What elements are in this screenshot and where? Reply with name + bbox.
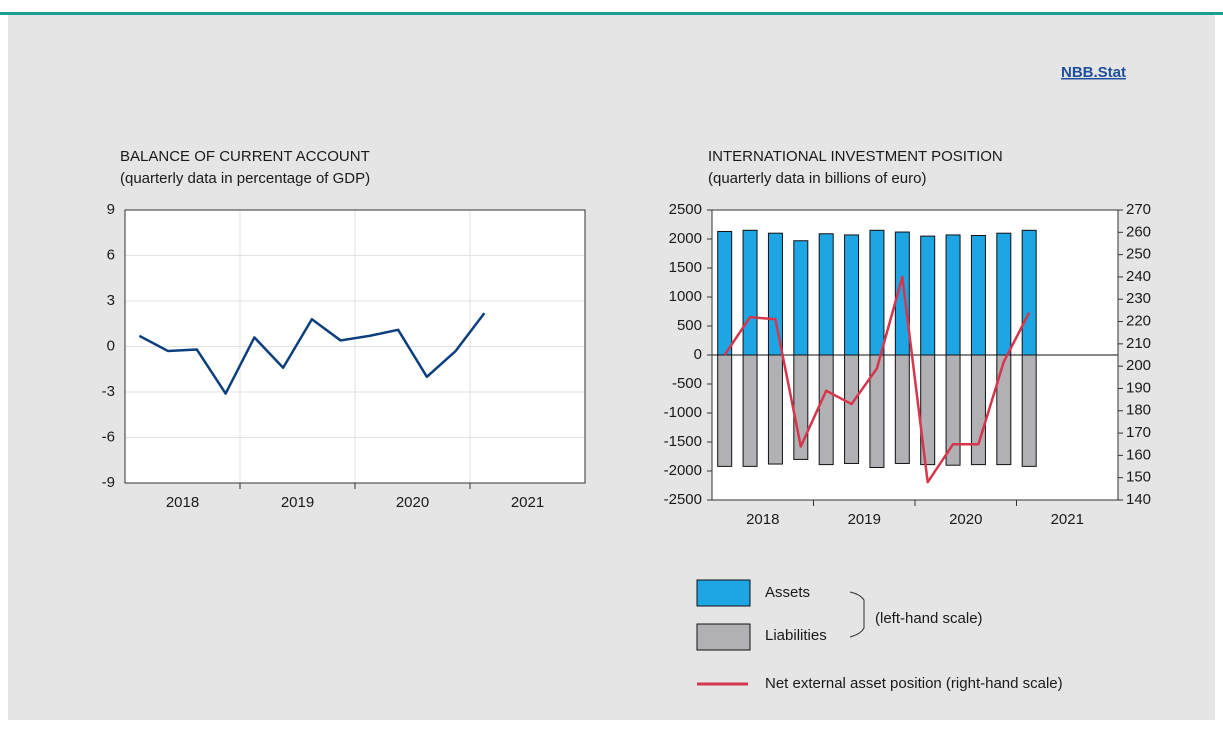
bar bbox=[742, 354, 758, 467]
y2-tick-label: 230 bbox=[1126, 290, 1151, 307]
bar bbox=[970, 354, 986, 466]
chart-title: INTERNATIONAL INVESTMENT POSITION bbox=[708, 148, 1003, 165]
line bbox=[138, 312, 486, 395]
legend-label: Assets bbox=[765, 584, 810, 601]
y-tick-label: 6 bbox=[107, 246, 115, 263]
y-tick-label: 3 bbox=[107, 292, 115, 309]
x-tick-label: 2021 bbox=[1051, 511, 1084, 528]
bar bbox=[1021, 354, 1037, 467]
y2-tick-label: 150 bbox=[1126, 469, 1151, 486]
y-tick-label: -1500 bbox=[664, 433, 702, 450]
bar bbox=[818, 233, 834, 356]
y2-tick-label: 170 bbox=[1126, 424, 1151, 441]
plot-frame bbox=[124, 209, 586, 484]
bar bbox=[767, 232, 783, 356]
y-tick-label: -1000 bbox=[664, 404, 702, 421]
bar bbox=[767, 354, 783, 465]
bar bbox=[793, 240, 809, 356]
bar bbox=[869, 229, 885, 356]
y-tick-label: -9 bbox=[102, 474, 115, 491]
y2-tick-label: 250 bbox=[1126, 246, 1151, 263]
bar bbox=[894, 354, 910, 464]
bar bbox=[844, 234, 860, 356]
top-rule bbox=[0, 12, 1223, 15]
y2-tick-label: 220 bbox=[1126, 313, 1151, 330]
y-tick-label: -500 bbox=[672, 375, 702, 392]
legend-swatch bbox=[696, 579, 751, 607]
chart-title: BALANCE OF CURRENT ACCOUNT bbox=[120, 148, 370, 165]
y2-tick-label: 140 bbox=[1126, 491, 1151, 508]
y-tick-label: -2500 bbox=[664, 491, 702, 508]
bar bbox=[717, 230, 733, 356]
bar bbox=[945, 354, 961, 466]
bar bbox=[818, 354, 834, 466]
bar bbox=[844, 354, 860, 464]
x-tick-label: 2018 bbox=[166, 494, 199, 511]
y-tick-label: -2000 bbox=[664, 462, 702, 479]
bar bbox=[742, 229, 758, 356]
nbb-stat-link[interactable]: NBB.Stat bbox=[1061, 64, 1126, 81]
y-tick-label: 1000 bbox=[669, 288, 702, 305]
y-tick-label: 1500 bbox=[669, 259, 702, 276]
bar bbox=[996, 232, 1012, 356]
y-tick-label: -3 bbox=[102, 383, 115, 400]
y-tick-label: 0 bbox=[694, 346, 702, 363]
y2-tick-label: 200 bbox=[1126, 357, 1151, 374]
legend-note: (left-hand scale) bbox=[875, 610, 983, 627]
bar bbox=[996, 354, 1012, 466]
bar bbox=[869, 354, 885, 469]
y2-tick-label: 270 bbox=[1126, 201, 1151, 218]
bar bbox=[920, 235, 936, 356]
bar bbox=[970, 235, 986, 356]
x-tick-label: 2021 bbox=[511, 494, 544, 511]
y-tick-label: -6 bbox=[102, 428, 115, 445]
legend-swatch bbox=[696, 623, 751, 651]
y2-tick-label: 180 bbox=[1126, 402, 1151, 419]
x-tick-label: 2019 bbox=[281, 494, 314, 511]
x-tick-label: 2019 bbox=[848, 511, 881, 528]
y-tick-label: 9 bbox=[107, 201, 115, 218]
y2-tick-label: 190 bbox=[1126, 379, 1151, 396]
legend-label: Liabilities bbox=[765, 627, 827, 644]
y-tick-label: 0 bbox=[107, 337, 115, 354]
bar bbox=[1021, 229, 1037, 356]
bar bbox=[945, 234, 961, 356]
y-tick-label: 500 bbox=[677, 317, 702, 334]
x-tick-label: 2018 bbox=[746, 511, 779, 528]
y-tick-label: 2500 bbox=[669, 201, 702, 218]
x-tick-label: 2020 bbox=[396, 494, 429, 511]
y-tick-label: 2000 bbox=[669, 230, 702, 247]
y2-tick-label: 240 bbox=[1126, 268, 1151, 285]
plot-frame bbox=[711, 209, 1119, 501]
y2-tick-label: 160 bbox=[1126, 446, 1151, 463]
y2-tick-label: 210 bbox=[1126, 335, 1151, 352]
chart-subtitle: (quarterly data in billions of euro) bbox=[708, 170, 926, 187]
chart-subtitle: (quarterly data in percentage of GDP) bbox=[120, 170, 370, 187]
legend-label: Net external asset position (right-hand … bbox=[765, 675, 1063, 692]
legend-bracket bbox=[849, 591, 865, 638]
bar bbox=[717, 354, 733, 467]
y2-tick-label: 260 bbox=[1126, 223, 1151, 240]
line bbox=[723, 275, 1031, 484]
x-tick-label: 2020 bbox=[949, 511, 982, 528]
